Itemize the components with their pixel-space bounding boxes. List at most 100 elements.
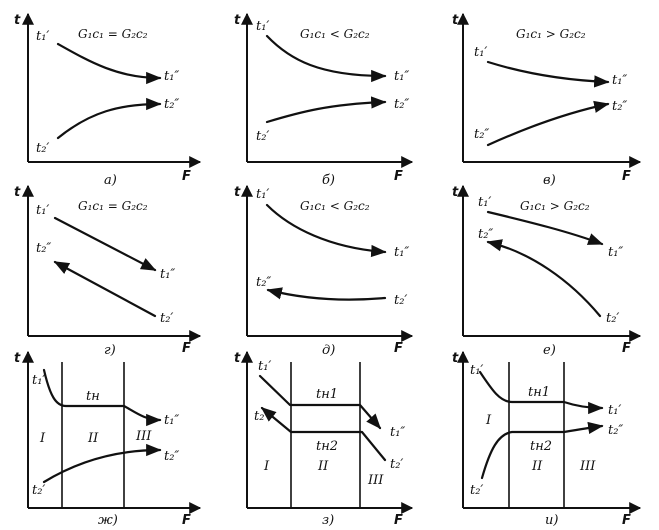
y-axis-label: t	[14, 13, 21, 28]
x-axis-label: F	[622, 169, 631, 184]
y-axis-label: t	[14, 185, 21, 200]
y-axis-label: t	[234, 13, 241, 28]
x-axis-label: F	[394, 513, 403, 528]
panel-caption: и)	[545, 513, 558, 528]
zone-2: II	[317, 459, 329, 474]
cold-curve	[265, 96, 387, 124]
cold-curve	[260, 406, 387, 462]
label-t2-in: t₂′	[606, 311, 619, 326]
zone-3: III	[367, 473, 384, 488]
x-axis-label: F	[182, 169, 191, 184]
zone-1: I	[39, 431, 46, 446]
label-t1-in: t₁′	[474, 45, 487, 60]
label-t2-in: t₂′	[394, 293, 407, 308]
hot-curve	[56, 42, 162, 85]
hot-curve	[486, 210, 604, 246]
panel-title: G₁c₁ > G₂c₂	[516, 27, 586, 41]
panel-b: t F G₁c₁ < G₂c₂ t₁′ t₁″ t₂′ t₂″ б)	[234, 12, 414, 188]
x-axis-label: F	[182, 513, 191, 528]
panel-v: t F G₁c₁ > G₂c₂ t₁′ t₁″ t₂″ t₂″ в)	[452, 12, 642, 188]
hot-curve	[42, 368, 162, 427]
panel-title: G₁c₁ = G₂c₂	[78, 199, 148, 213]
panel-caption: д)	[322, 343, 335, 358]
label-sat-1: tн1	[528, 385, 550, 400]
label-t2-in: t₂′	[32, 483, 45, 498]
panel-d: t F G₁c₁ < G₂c₂ t₁′ t₁″ t₂″ t₂′ д)	[234, 184, 414, 358]
panel-caption: а)	[104, 173, 117, 188]
zone-1: I	[263, 459, 270, 474]
label-t1-out: t₁′	[608, 403, 621, 418]
label-sat-2: tн2	[316, 439, 338, 454]
label-t2-in: t₂′	[36, 141, 49, 156]
label-sat-1: tн1	[316, 387, 338, 402]
zone-2: II	[87, 431, 99, 446]
hot-curve	[265, 34, 387, 83]
hot-curve	[486, 60, 610, 88]
panel-caption: з)	[322, 513, 334, 528]
label-t2-out: t₂″	[608, 423, 623, 438]
cold-curve	[266, 287, 387, 301]
label-t1-in: t₁′	[36, 29, 49, 44]
label-t1-out: t₁″	[164, 69, 179, 84]
cold-curve	[56, 97, 162, 140]
y-axis-label: t	[234, 185, 241, 200]
label-t1-out: t₁″	[612, 73, 627, 88]
label-t1-out: t₁″	[390, 425, 405, 440]
panel-caption: в)	[543, 173, 556, 188]
label-t2-in: t₂′	[160, 311, 173, 326]
panel-caption: е)	[543, 343, 556, 358]
label-t1-in: t₁′	[32, 373, 45, 388]
panel-g: t F G₁c₁ = G₂c₂ t₁′ t₂″ t₁″ t₂′ г)	[14, 184, 202, 358]
y-axis-label: t	[452, 185, 459, 200]
x-axis-label: F	[394, 169, 403, 184]
hot-curve	[258, 374, 382, 430]
label-t2-out: t₂″	[36, 241, 51, 256]
y-axis-label: t	[14, 351, 21, 366]
panel-caption: ж)	[98, 513, 118, 528]
panel-i: t F t₁′ tн1 tн2 t₁′ t₂″ t₂′ I II III и)	[452, 350, 642, 528]
cold-curve	[480, 421, 604, 480]
label-t2-in: t₂′	[470, 483, 483, 498]
label-t1-in: t₁′	[36, 203, 49, 218]
label-t2-in: t₂′	[390, 457, 403, 472]
label-t2-in: t₂″	[474, 127, 489, 142]
zone-1: I	[485, 413, 492, 428]
label-t2-out: t₂″	[394, 97, 409, 112]
panel-title: G₁c₁ = G₂c₂	[78, 27, 148, 41]
x-axis-label: F	[182, 341, 191, 356]
label-t2-out: t₂″	[256, 275, 271, 290]
panel-caption: б)	[322, 173, 335, 188]
label-t1-out: t₁″	[394, 69, 409, 84]
panel-e: t F G₁c₁ > G₂c₂ t₁′ t₂″ t₁″ t₂′ е)	[452, 184, 642, 358]
label-t1-in: t₁′	[478, 195, 491, 210]
label-t2-out: t₂″	[612, 99, 627, 114]
zone-2: II	[531, 459, 543, 474]
label-t1-in: t₁′	[258, 359, 271, 374]
x-axis-label: F	[622, 513, 631, 528]
x-axis-label: F	[394, 341, 403, 356]
y-axis-label: t	[452, 13, 459, 28]
cold-curve	[53, 260, 157, 318]
label-t1-out: t₁″	[394, 245, 409, 260]
cold-curve	[42, 443, 162, 484]
label-t2-out: t₂″	[164, 449, 179, 464]
panel-caption: г)	[104, 343, 116, 358]
panel-title: G₁c₁ < G₂c₂	[300, 27, 370, 41]
label-t2-in: t₂′	[256, 129, 269, 144]
label-t1-out: t₁″	[160, 267, 175, 282]
label-saturation: tн	[86, 389, 100, 404]
label-t2-out: t₂″	[164, 97, 179, 112]
hot-curve	[478, 370, 604, 415]
zone-3: III	[579, 459, 596, 474]
panel-zh: t F t₁′ tн t₁″ t₂′ t₂″ I II III ж)	[14, 350, 202, 528]
label-t1-in: t₁′	[470, 363, 483, 378]
x-axis-label: F	[622, 341, 631, 356]
label-sat-2: tн2	[530, 439, 552, 454]
panel-a: t F G₁c₁ = G₂c₂ t₁′ t₁″ t₂′ t₂″ а)	[14, 12, 202, 188]
hot-curve	[53, 216, 157, 272]
label-t2-out: t₂″	[254, 409, 269, 424]
cold-curve	[486, 239, 602, 318]
zone-3: III	[135, 429, 152, 444]
panel-title: G₁c₁ > G₂c₂	[520, 199, 590, 213]
